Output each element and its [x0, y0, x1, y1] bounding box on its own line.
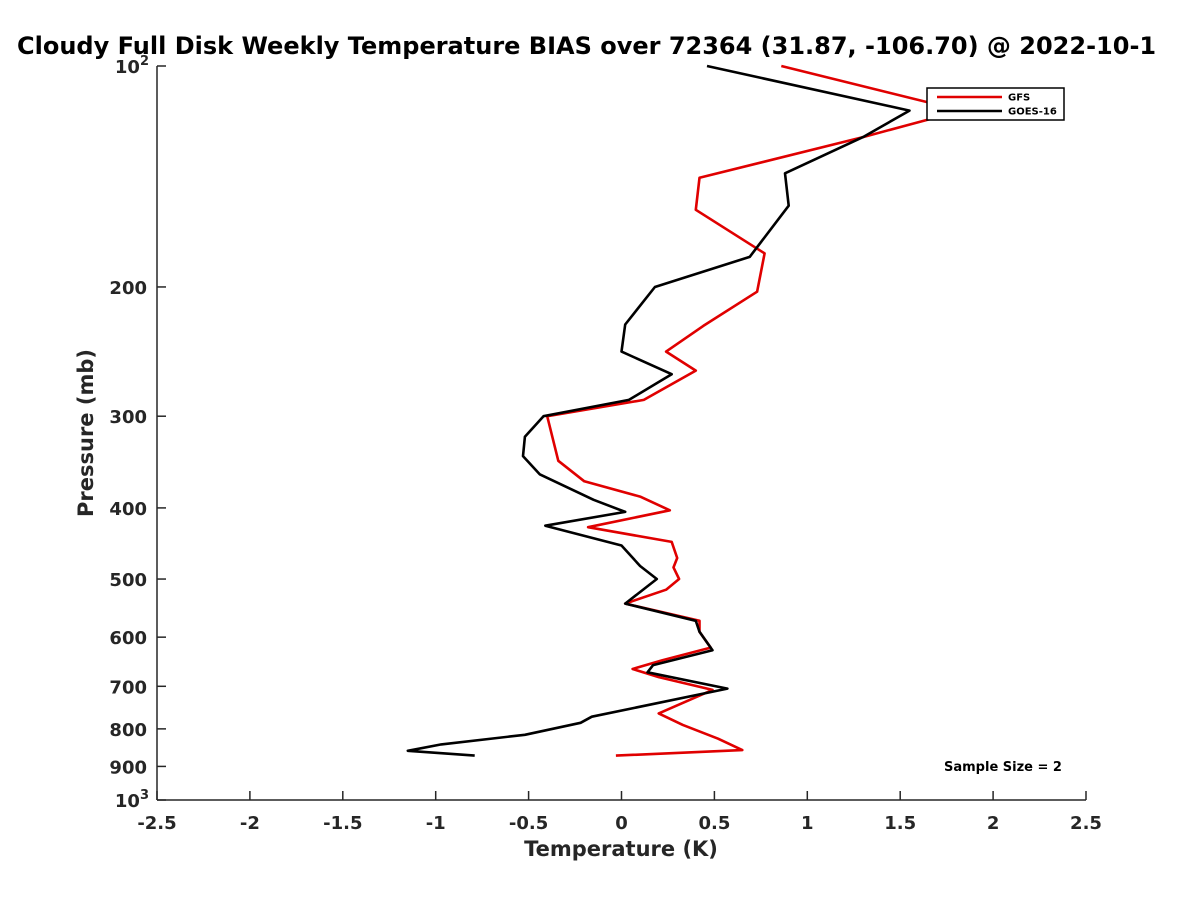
legend-box	[926, 87, 1065, 121]
sample-size-annotation: Sample Size = 2	[944, 760, 1062, 775]
x-tick-label: -2.5	[137, 813, 176, 834]
series-line-goes-16	[406, 64, 911, 757]
legend-label: GOES-16	[1008, 107, 1057, 118]
x-tick-label: 1	[801, 813, 814, 834]
y-axis-label: Pressure (mb)	[74, 349, 98, 517]
x-tick-label: -0.5	[509, 813, 548, 834]
legend: GFS GOES-16	[926, 87, 1065, 121]
x-tick-label: 2.5	[1070, 813, 1102, 834]
y-tick-label: 102	[115, 54, 149, 78]
y-tick-label: 103	[115, 788, 149, 812]
x-axis-label: Temperature (K)	[524, 837, 718, 861]
x-tick-label: 2	[987, 813, 1000, 834]
y-tick-label: 300	[109, 407, 147, 428]
y-tick-label: 800	[109, 720, 147, 741]
plot-area	[156, 66, 1086, 801]
series-line-gfs	[545, 64, 963, 757]
x-tick-label: -1	[426, 813, 446, 834]
y-tick-label: 500	[109, 570, 147, 591]
x-tick-label: 0.5	[698, 813, 730, 834]
x-tick-label: -2	[240, 813, 260, 834]
y-axis-ticks: 102 200 300 400 500 600 700 800 900 103	[109, 54, 166, 812]
legend-label: GFS	[1008, 93, 1030, 104]
y-tick-label: 600	[109, 628, 147, 649]
x-tick-label: 1.5	[884, 813, 916, 834]
x-axis-ticks: -2.5 -2 -1.5 -1 -0.5 0 0.5 1 1.5 2 2.5	[137, 791, 1102, 834]
y-tick-label: 700	[109, 677, 147, 698]
series-lines	[406, 64, 963, 757]
chart-title: Cloudy Full Disk Weekly Temperature BIAS…	[17, 32, 1156, 60]
y-tick-label: 400	[109, 499, 147, 520]
y-tick-label: 200	[109, 278, 147, 299]
x-tick-label: -1.5	[323, 813, 362, 834]
y-tick-label: 900	[109, 757, 147, 778]
x-tick-label: 0	[615, 813, 628, 834]
